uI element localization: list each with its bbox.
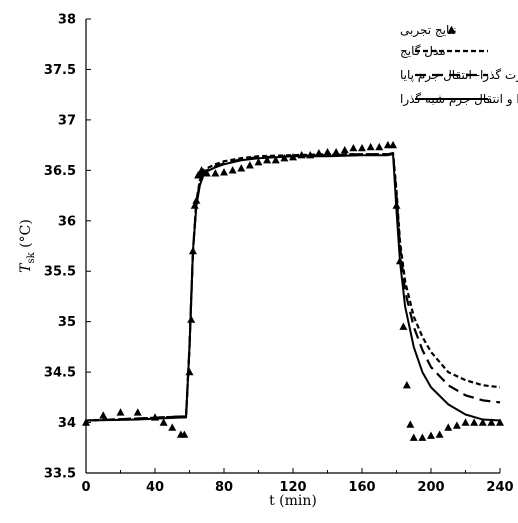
data-point — [366, 142, 375, 151]
data-point — [180, 430, 189, 438]
series-line-3 — [85, 153, 501, 422]
data-point — [116, 408, 125, 416]
y-tick-label: 37 — [58, 113, 76, 128]
data-point — [133, 408, 142, 416]
x-axis-label: t (min) — [269, 493, 317, 509]
data-point — [452, 421, 461, 429]
data-point — [399, 322, 408, 330]
y-tick-label: 36.5 — [44, 164, 76, 179]
data-point — [99, 411, 108, 419]
data-point — [389, 140, 398, 149]
data-point — [461, 418, 470, 426]
x-tick-label: 200 — [417, 480, 444, 495]
series-line-2 — [85, 152, 501, 422]
y-tick-label: 37.5 — [44, 63, 76, 78]
data-point — [427, 431, 435, 439]
y-axis-label: Tsk (°C) — [18, 219, 37, 273]
data-point — [237, 164, 246, 172]
y-tick-label: 34.5 — [44, 366, 76, 381]
y-tick-label: 38 — [58, 13, 76, 28]
y-tick-label: 35.5 — [44, 265, 76, 280]
legend-label: مدل گایج — [400, 44, 446, 58]
y-tick-label: 35 — [58, 315, 76, 330]
data-point — [435, 430, 444, 438]
data-point — [220, 168, 228, 176]
data-point — [211, 169, 220, 177]
axes: 0 40 80 120 160 200 240 33.5 34 34.5 35 35.5 36 36.5 3… — [18, 13, 514, 510]
data-point — [418, 433, 427, 441]
data-point — [228, 166, 237, 174]
data-point — [375, 142, 384, 151]
x-tick-label: 240 — [486, 480, 513, 495]
x-tick-label: 40 — [146, 480, 164, 495]
data-point — [406, 420, 415, 428]
data-point — [409, 433, 418, 441]
data-point — [470, 418, 479, 426]
data-point — [82, 418, 90, 426]
data-point — [496, 418, 504, 426]
legend-marker — [447, 25, 456, 34]
y-tick-label: 36 — [58, 214, 76, 229]
y-tick-label: 33.5 — [44, 467, 76, 482]
data-point — [159, 418, 168, 426]
x-tick-label: 120 — [279, 480, 306, 495]
y-tick-label: 34 — [58, 416, 76, 431]
data-point — [383, 140, 392, 149]
legend-label: نتایج تجربی — [400, 23, 457, 38]
data-point — [245, 161, 254, 169]
data-point — [254, 158, 263, 166]
data-point — [478, 418, 487, 426]
series-line-1 — [85, 152, 501, 422]
data-point — [263, 156, 272, 164]
data-point — [271, 156, 280, 164]
data-point — [358, 143, 366, 152]
data-point — [402, 381, 411, 389]
x-tick-label: 80 — [215, 480, 233, 495]
data-point — [444, 423, 453, 431]
x-tick-label: 0 — [81, 480, 90, 495]
x-tick-label: 160 — [348, 480, 375, 495]
data-point — [487, 418, 496, 426]
data-point — [168, 423, 177, 431]
data-point — [349, 143, 358, 152]
series-layer — [82, 140, 504, 441]
data-point — [340, 145, 349, 154]
